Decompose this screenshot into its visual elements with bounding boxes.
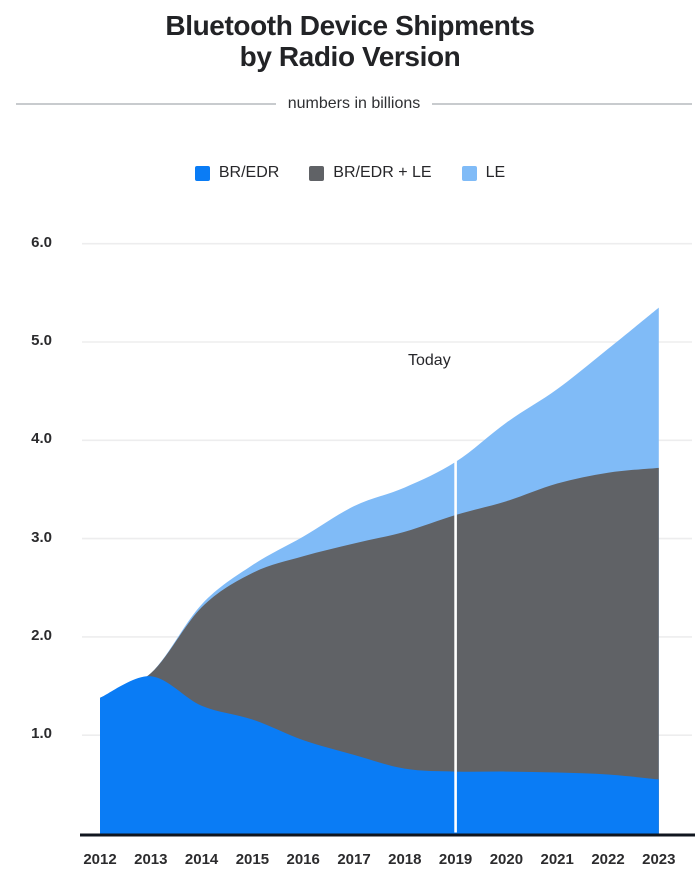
legend-item-br-edr: BR/EDR [194, 164, 280, 182]
title-line-1: Bluetooth Device Shipments [165, 10, 535, 41]
subtitle-divider-right [432, 103, 693, 105]
legend-label: BR/EDR + LE [333, 164, 432, 181]
y-axis-label: 4.0 [31, 430, 52, 448]
x-axis-label: 2013 [134, 851, 168, 868]
legend-item-le: LE [461, 164, 506, 182]
y-axis-label: 5.0 [31, 332, 52, 349]
y-axis-label: 3.0 [31, 528, 52, 546]
legend-label: BR/EDR [218, 164, 280, 181]
chart-legend: BR/EDR BR/EDR + LE LE [0, 164, 700, 182]
x-axis-label: 2016 [286, 851, 320, 868]
x-axis-label: 2017 [337, 851, 371, 868]
legend-swatch-icon [461, 165, 477, 181]
x-axis-label: 2012 [83, 851, 117, 868]
x-axis-label: 2022 [591, 851, 625, 868]
subtitle-divider-left [16, 103, 276, 105]
x-axis-label: 2020 [489, 851, 524, 868]
legend-swatch-icon [194, 165, 210, 181]
x-axis-label: 2023 [642, 851, 676, 868]
y-axis-label: 1.0 [31, 725, 52, 743]
page-title: Bluetooth Device Shipments by Radio Vers… [0, 10, 700, 72]
title-line-2: by Radio Version [239, 41, 461, 72]
legend-item-br-edr-le: BR/EDR + LE [309, 164, 432, 182]
y-axis-label: 6.0 [31, 233, 52, 251]
x-axis-label: 2019 [438, 851, 473, 868]
legend-swatch-icon [309, 165, 325, 181]
x-axis-label: 2014 [184, 851, 219, 868]
chart-subtitle: numbers in billions [287, 95, 421, 112]
legend-label: LE [485, 164, 506, 181]
subtitle-row: numbers in billions [0, 94, 700, 114]
x-axis-label: 2015 [235, 851, 270, 868]
x-axis-label: 2018 [388, 851, 422, 868]
y-axis-label: 2.0 [31, 626, 52, 644]
today-annotation: Today [408, 352, 451, 369]
x-axis-label: 2021 [540, 851, 574, 868]
